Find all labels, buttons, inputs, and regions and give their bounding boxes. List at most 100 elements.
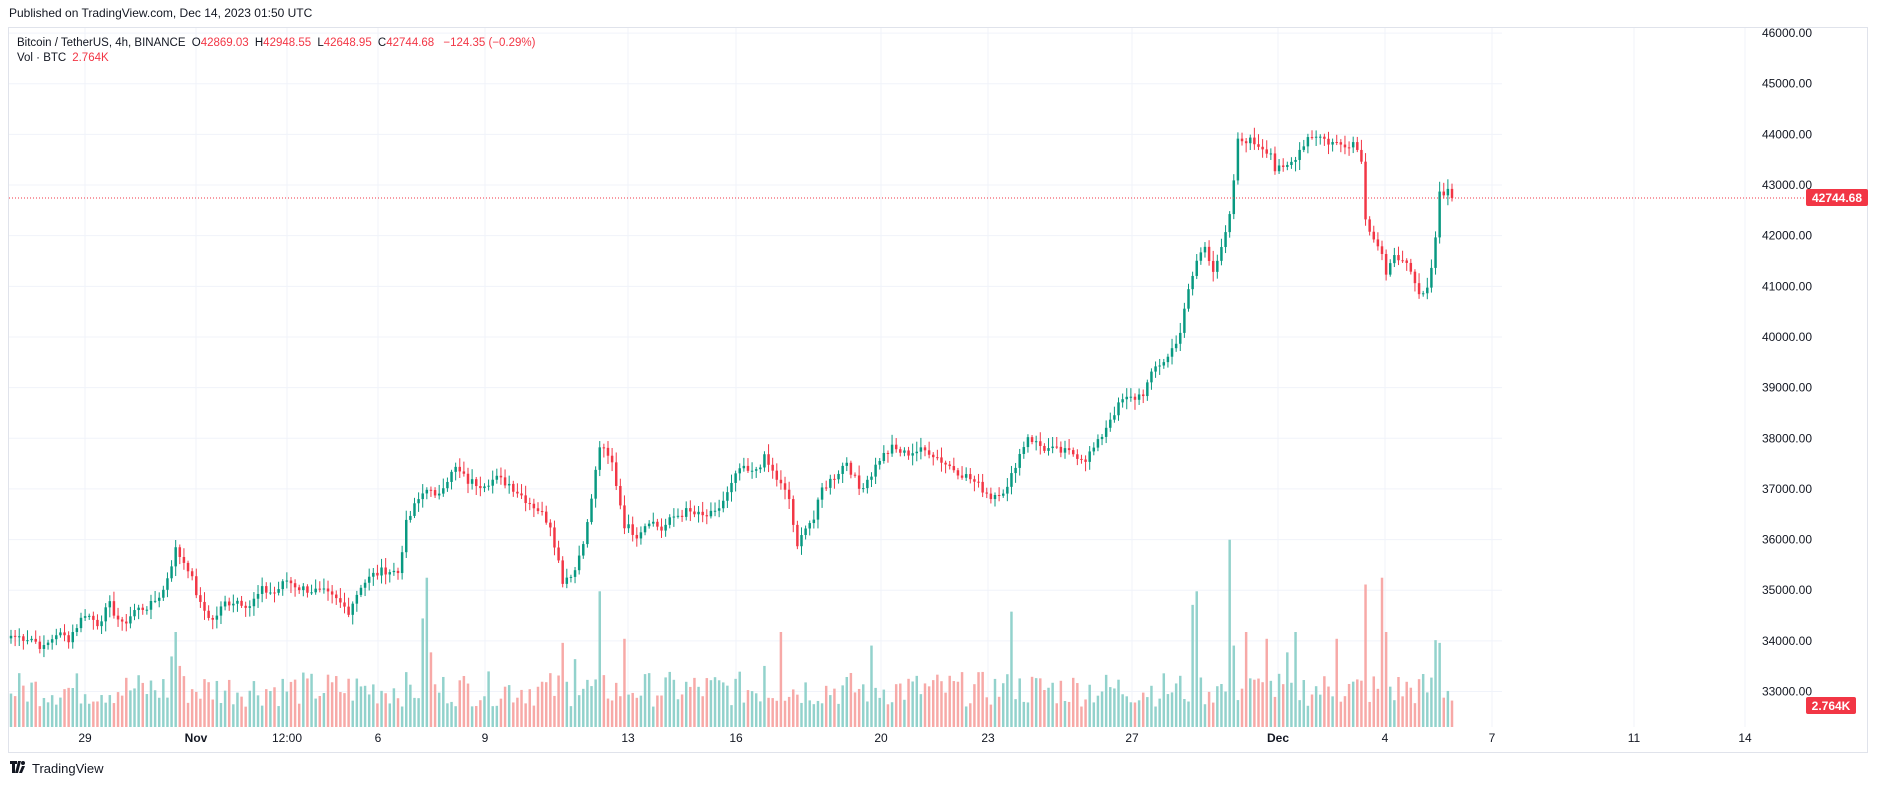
volume-bar (87, 703, 91, 727)
volume-bar (1240, 688, 1244, 727)
time-tick-label: 29 (78, 731, 92, 745)
volume-bar (697, 686, 700, 727)
volume-bar (1133, 702, 1137, 727)
candle-body (351, 603, 354, 615)
volume-bar (1294, 632, 1297, 727)
candle-body (116, 615, 120, 620)
volume-bar (462, 675, 466, 727)
volume-bar (1413, 703, 1417, 727)
volume-bar (713, 677, 717, 727)
volume-bar (1100, 691, 1104, 727)
volume-bar (487, 671, 490, 727)
volume-bar (1310, 694, 1314, 727)
volume-bar (470, 706, 474, 727)
volume-bar (1039, 678, 1042, 727)
candle-body (22, 636, 25, 641)
volume-bar (586, 679, 589, 727)
candle-body (528, 503, 531, 505)
candle-body (483, 486, 486, 489)
time-tick-label: 13 (621, 731, 635, 745)
volume-bar (1430, 677, 1433, 727)
candle-body (376, 572, 379, 576)
candle-body (1384, 254, 1388, 275)
volume-bar (1314, 686, 1318, 727)
candle-body (1442, 191, 1446, 196)
volume-bar (544, 682, 548, 727)
volume-bar (981, 671, 984, 727)
volume-bar (639, 695, 643, 727)
candle-body (462, 471, 466, 474)
candle-body (894, 444, 898, 450)
volume-bar (1228, 539, 1231, 727)
candle-body (1253, 137, 1256, 145)
volume-bar (614, 682, 618, 727)
volume-bar (314, 698, 317, 727)
candle-body (631, 524, 634, 535)
volume-bar (701, 696, 704, 727)
candle-body (680, 515, 684, 517)
volume-bar (1030, 676, 1034, 727)
candle-body (1380, 246, 1384, 255)
volume-bar (536, 686, 540, 727)
volume-bar (837, 703, 840, 727)
volume-bar (1137, 700, 1141, 727)
time-tick-label: 23 (981, 731, 995, 745)
candle-body (1055, 446, 1058, 448)
volume-bar (1389, 686, 1392, 727)
chart-grid (9, 28, 1746, 727)
candle-body (1030, 437, 1034, 442)
volume-bar (1191, 604, 1194, 727)
volume-bar (672, 679, 676, 727)
volume-bar (396, 698, 400, 727)
volume-bar (1405, 681, 1408, 727)
candle-body (565, 577, 569, 584)
volume-bar (170, 656, 173, 727)
volume-bar (738, 671, 741, 727)
volume-bar (1150, 685, 1153, 727)
volume-bar (1364, 584, 1367, 727)
volume-bar (458, 680, 462, 727)
volume-bar (730, 705, 733, 727)
volume-bar (63, 689, 66, 727)
volume-bar (948, 675, 951, 727)
volume-bar (693, 677, 696, 727)
volume-bar (759, 701, 762, 727)
candle-body (252, 598, 256, 607)
volume-bar (153, 690, 157, 727)
candle-body (1417, 283, 1421, 295)
candle-body (1100, 436, 1104, 440)
candle-body (899, 449, 902, 453)
candle-body (516, 491, 519, 494)
volume-bar (763, 665, 766, 727)
volume-bar (104, 702, 107, 727)
volume-bar (108, 695, 112, 727)
candle-body (598, 447, 601, 470)
footer-brand: TradingView (10, 761, 104, 776)
volume-bar (1368, 701, 1371, 727)
volume-bar (520, 689, 523, 727)
candle-body (660, 526, 663, 531)
candle-body (1327, 138, 1330, 145)
volume-bar (13, 696, 17, 727)
volume-bar (145, 694, 149, 727)
last-price-tag-label: 42744.68 (1812, 191, 1862, 205)
time-axis: 29 Nov 12:00 6 9 13 16 20 23 27 Dec 4 7 11 14 (78, 731, 1752, 745)
candle-body (619, 485, 622, 506)
volume-bar (248, 690, 252, 727)
volume-bar (285, 691, 289, 727)
candle-body (367, 576, 371, 583)
volume-bar (199, 698, 202, 727)
candle-body (1092, 447, 1096, 452)
candle-body (450, 471, 453, 482)
candle-body (372, 572, 375, 577)
volume-bar (627, 694, 630, 727)
volume-bar (120, 695, 124, 727)
volume-bar (355, 678, 359, 727)
last-price-tag (1806, 188, 1868, 206)
volume-bar (833, 688, 836, 727)
candle-body (50, 639, 54, 643)
volume-bar (1207, 691, 1211, 727)
volume-bar (96, 701, 99, 727)
volume-bar (289, 681, 293, 727)
